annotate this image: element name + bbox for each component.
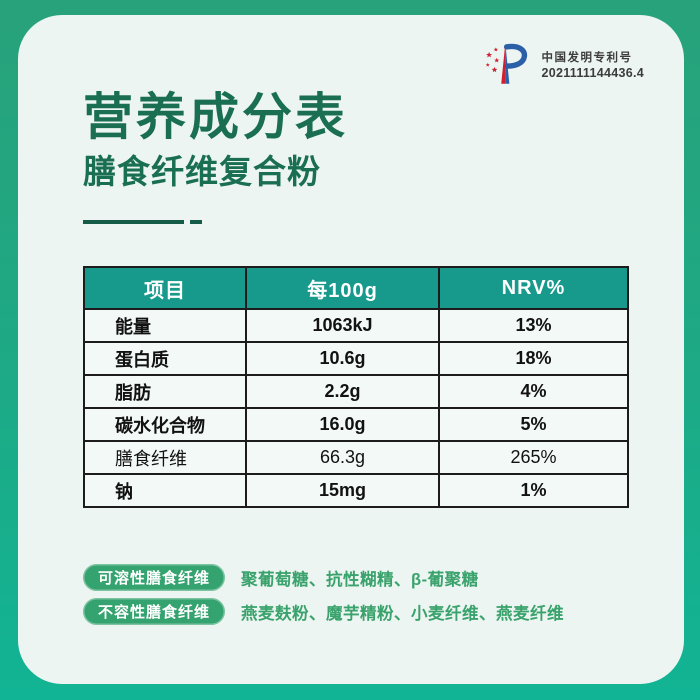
nutrient-name: 脂肪 <box>83 374 247 409</box>
divider-dash <box>190 220 202 224</box>
nutrient-amount: 10.6g <box>245 341 440 376</box>
header-row: 项目 每100g NRV% <box>83 266 629 310</box>
nutrition-table: 项目 每100g NRV% 能量 1063kJ 13% 蛋白质 10.6g 18% 脂肪 2.… <box>83 266 629 508</box>
nutrient-amount: 15mg <box>245 473 440 508</box>
nutrition-table-header: 项目 每100g NRV% <box>83 266 629 310</box>
nutrient-nrv: 13% <box>438 308 629 343</box>
soluble-fiber-ingredients: 聚葡萄糖、抗性糊精、β-葡聚糖 <box>241 570 479 589</box>
nutrient-name: 蛋白质 <box>83 341 247 376</box>
table-row: 蛋白质 10.6g 18% <box>83 341 629 376</box>
divider-line <box>83 220 184 224</box>
fiber-legend: 可溶性膳食纤维 聚葡萄糖、抗性糊精、β-葡聚糖 不容性膳食纤维 燕麦麸粉、魔芋精… <box>83 564 565 633</box>
insoluble-fiber-ingredients: 燕麦麸粉、魔芋精粉、小麦纤维、燕麦纤维 <box>241 604 565 623</box>
nutrition-table-body: 能量 1063kJ 13% 蛋白质 10.6g 18% 脂肪 2.2g 4% 碳水化合物 16.0g… <box>83 308 629 508</box>
column-header-per100g: 每100g <box>245 266 440 310</box>
nutrient-amount: 66.3g <box>245 440 440 475</box>
patent-mark: 中国发明专利号 2021111144436.4 <box>481 41 644 92</box>
patent-p-icon <box>481 41 535 92</box>
page-title: 营养成分表 <box>83 89 348 145</box>
nutrient-nrv: 5% <box>438 407 629 442</box>
nutrient-amount: 16.0g <box>245 407 440 442</box>
patent-number: 2021111144436.4 <box>541 65 644 80</box>
legend-row-soluble: 可溶性膳食纤维 聚葡萄糖、抗性糊精、β-葡聚糖 <box>83 564 564 591</box>
patent-title: 中国发明专利号 <box>541 52 633 65</box>
table-row: 钠 15mg 1% <box>83 473 629 508</box>
nutrient-name: 能量 <box>83 308 247 343</box>
insoluble-fiber-badge: 不容性膳食纤维 <box>83 598 226 625</box>
label-card: 中国发明专利号 2021111144436.4 营养成分表 膳食纤维复合粉 项目… <box>18 15 684 684</box>
table-row: 碳水化合物 16.0g 5% <box>83 407 629 442</box>
nutrient-nrv: 1% <box>438 473 629 508</box>
patent-text: 中国发明专利号 2021111144436.4 <box>541 52 644 81</box>
nutrient-name: 膳食纤维 <box>83 440 247 475</box>
nutrient-amount: 2.2g <box>245 374 440 409</box>
nutrient-name: 碳水化合物 <box>83 407 247 442</box>
nutrient-nrv: 18% <box>438 341 629 376</box>
page-subtitle: 膳食纤维复合粉 <box>83 153 321 190</box>
soluble-fiber-badge: 可溶性膳食纤维 <box>83 564 226 591</box>
nutrient-nrv: 265% <box>438 440 629 475</box>
column-header-item: 项目 <box>83 266 247 310</box>
nutrient-amount: 1063kJ <box>245 308 440 343</box>
table-row: 脂肪 2.2g 4% <box>83 374 629 409</box>
table-row: 膳食纤维 66.3g 265% <box>83 440 629 475</box>
table-row: 能量 1063kJ 13% <box>83 308 629 343</box>
legend-row-insoluble: 不容性膳食纤维 燕麦麸粉、魔芋精粉、小麦纤维、燕麦纤维 <box>83 598 565 625</box>
nutrient-nrv: 4% <box>438 374 629 409</box>
nutrient-name: 钠 <box>83 473 247 508</box>
column-header-nrv: NRV% <box>438 266 629 310</box>
